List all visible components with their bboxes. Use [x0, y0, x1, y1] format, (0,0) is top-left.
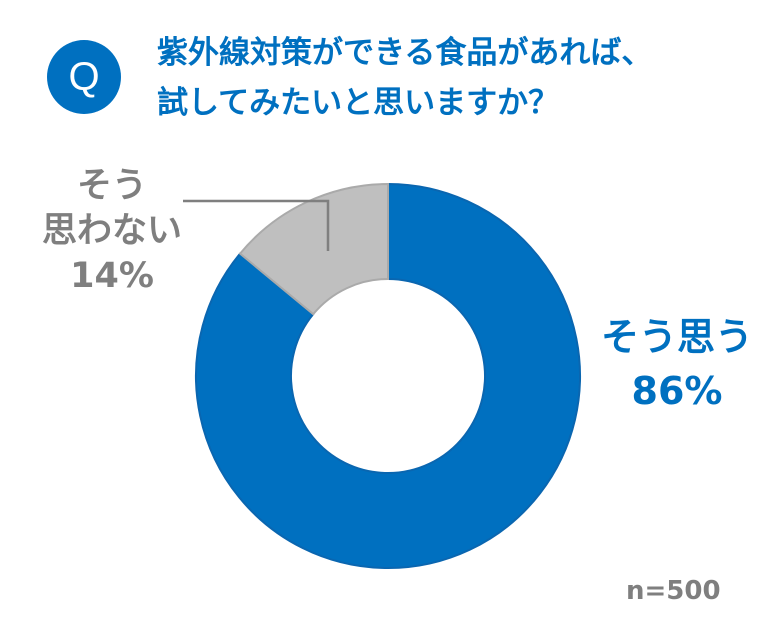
question-badge-letter: Q: [68, 54, 100, 99]
chart-title-line-2: 試してみたいと思いますか？: [157, 85, 560, 121]
label-no: そう 思わない 14%: [22, 164, 202, 299]
label-yes-pct: 86%: [631, 369, 723, 413]
label-yes: そう思う 86%: [592, 310, 762, 418]
label-no-pct: 14%: [70, 256, 154, 296]
leader-line: [183, 199, 330, 251]
donut-slices: [195, 182, 581, 569]
sample-size: n=500: [626, 576, 721, 606]
donut-slice-yes: [195, 182, 581, 569]
question-badge: Q: [47, 40, 121, 114]
label-yes-text: そう思う: [600, 315, 753, 359]
label-no-line-2: 思わない: [41, 211, 182, 251]
donut-slice-no: [238, 182, 389, 316]
label-no-line-1: そう: [76, 166, 147, 206]
chart-title-line-1: 紫外線対策ができる食品があれば、: [157, 35, 653, 71]
chart-title: 紫外線対策ができる食品があれば、 試してみたいと思いますか？: [157, 28, 652, 128]
